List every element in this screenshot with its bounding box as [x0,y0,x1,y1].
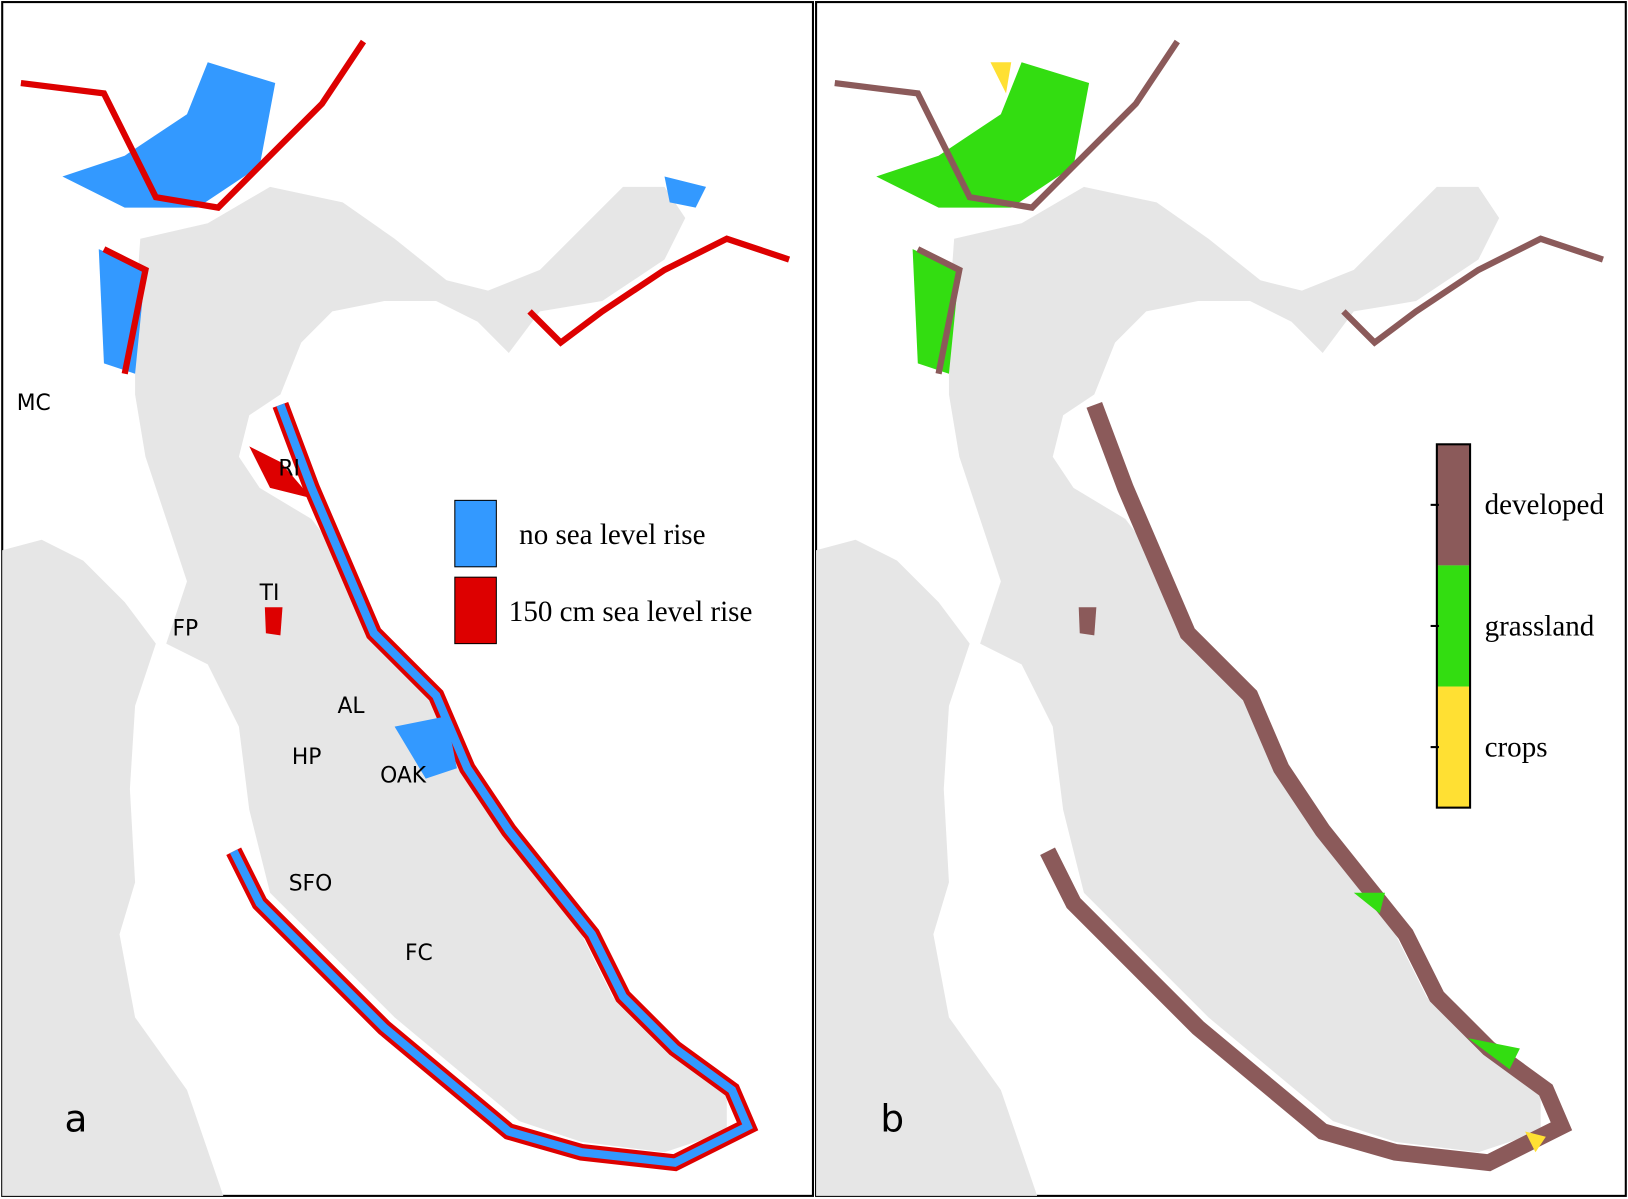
map-a [2,42,789,1196]
panel-letter: a [64,1097,87,1141]
place-label: OAK [380,764,427,789]
map-b [816,42,1603,1196]
colorbar-segment [1436,444,1471,566]
place-label: AL [338,694,366,719]
place-label: SFO [289,872,333,897]
place-label: FC [405,941,433,966]
place-label: FP [172,616,198,641]
legend-swatch [454,576,497,645]
colorbar-frame [1435,443,1472,809]
place-label: MC [17,391,51,416]
place-label: HP [292,745,322,770]
colorbar-segment [1436,565,1471,687]
place-label: TI [259,581,280,606]
legend-label: 150 cm sea level rise [509,596,753,628]
legend-label: developed [1485,489,1605,521]
legend-swatch [454,499,497,568]
panel-letter: b [880,1097,904,1141]
legend-label: no sea level rise [519,519,705,551]
legend-label: grassland [1485,610,1595,642]
legend-label: crops [1485,731,1548,763]
colorbar-segment [1436,686,1471,808]
place-label: RI [278,456,300,481]
annotations: MC RI TI FP AL HP OAK SFO FC a b no sea level rise 1… [17,391,1605,1140]
